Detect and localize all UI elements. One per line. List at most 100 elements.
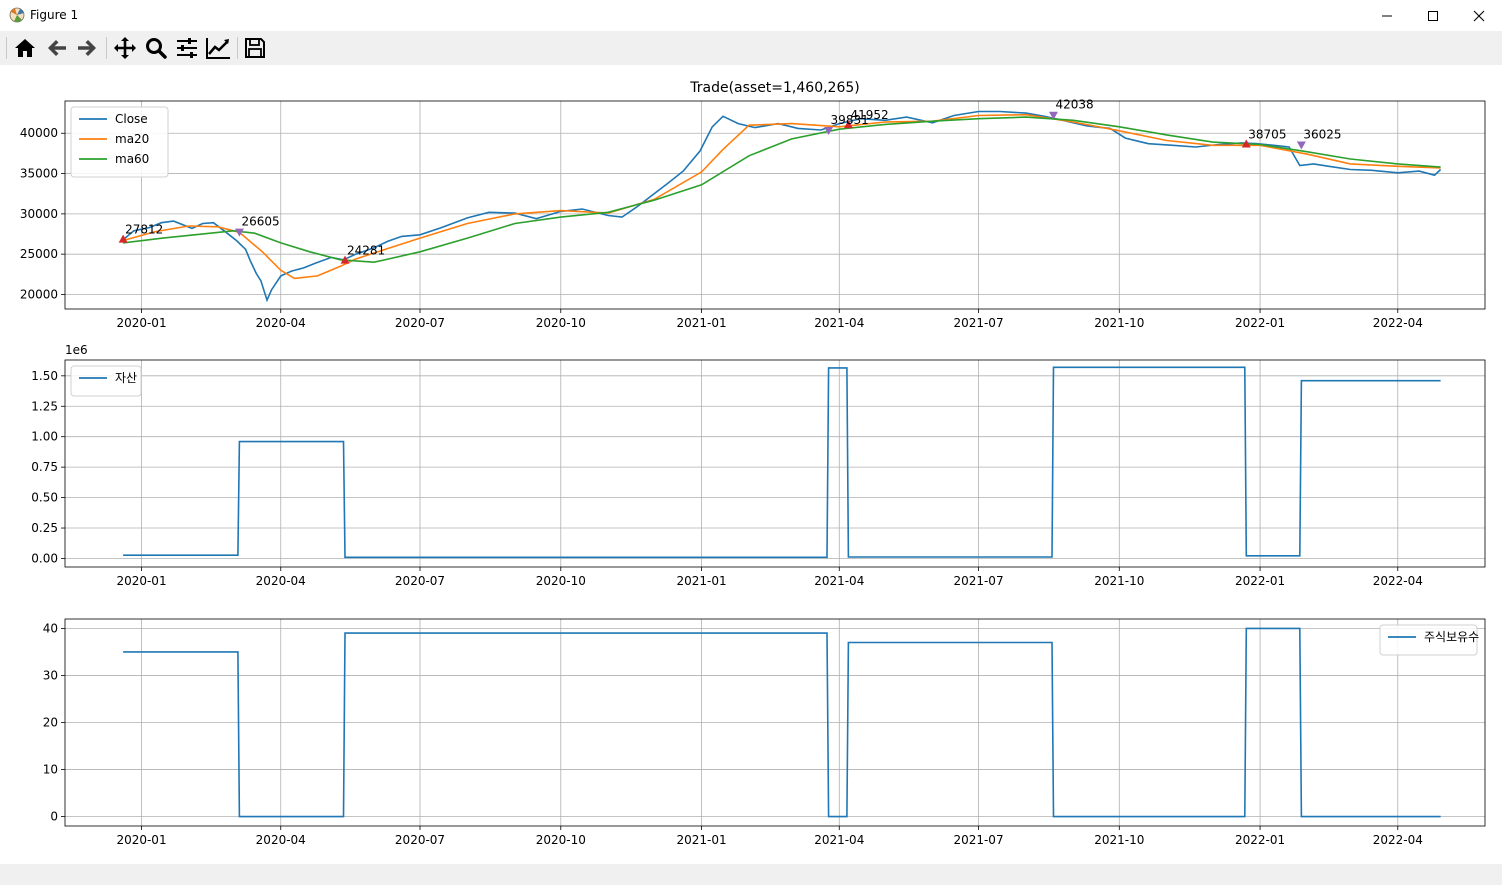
x-tick-label: 2021-07 xyxy=(953,833,1003,847)
maximize-icon xyxy=(1428,10,1438,21)
legend-label: 주식보유수 xyxy=(1424,630,1479,644)
back-icon xyxy=(48,40,66,56)
buy-marker xyxy=(118,234,128,243)
sell-marker xyxy=(824,127,834,136)
sell-marker xyxy=(1296,141,1306,150)
x-tick-label: 2021-10 xyxy=(1094,316,1144,330)
home-icon xyxy=(15,39,35,57)
chart-title: Trade(asset=1,460,265) xyxy=(689,80,860,96)
y-tick-label: 40 xyxy=(43,621,58,635)
configure-subplots-icon xyxy=(177,38,197,58)
axes-frame xyxy=(64,100,1486,310)
buy-marker xyxy=(340,255,350,264)
y-tick-label: 10 xyxy=(43,763,58,777)
y-tick-label: 40000 xyxy=(20,126,58,140)
series-line-Close xyxy=(122,110,1442,303)
y-tick-label: 0.00 xyxy=(31,551,58,565)
buy-marker-label: 38705 xyxy=(1248,128,1286,142)
home-button[interactable] xyxy=(11,34,39,62)
save-icon xyxy=(245,38,265,58)
x-tick-label: 2022-01 xyxy=(1235,574,1285,588)
legend-label: ma60 xyxy=(115,152,149,166)
y-tick-label: 35000 xyxy=(20,167,58,181)
series-line-주식보유수 xyxy=(123,627,1441,818)
sell-marker xyxy=(234,228,244,237)
series-line-ma60 xyxy=(123,116,1441,264)
x-tick-label: 2021-10 xyxy=(1094,833,1144,847)
x-tick-label: 2021-07 xyxy=(953,574,1003,588)
sell-marker-label: 36025 xyxy=(1303,128,1341,142)
y-tick-label: 1.25 xyxy=(31,399,58,413)
sell-marker-label: 42038 xyxy=(1055,98,1093,112)
x-tick-label: 2021-01 xyxy=(676,574,726,588)
series-line-자산 xyxy=(123,366,1441,559)
axis-scale-label: 1e6 xyxy=(65,343,88,357)
zoom-button[interactable] xyxy=(142,34,170,62)
sell-marker-label: 39831 xyxy=(831,113,869,127)
figure: 2020-01 2020-04 2020-07 2020-10 2021-01 2021-… xyxy=(20,80,1486,847)
minimize-icon xyxy=(1382,15,1392,16)
forward-button[interactable] xyxy=(73,34,101,62)
edit-axis-icon xyxy=(206,38,230,59)
x-tick-label: 2021-10 xyxy=(1094,574,1144,588)
toolbar-separator xyxy=(237,37,238,59)
window-titlebar: Figure 1 xyxy=(0,0,1502,31)
x-tick-label: 2020-07 xyxy=(395,316,445,330)
y-tick-label: 20000 xyxy=(20,287,58,301)
close-button[interactable] xyxy=(1456,0,1502,31)
forward-icon xyxy=(78,40,96,56)
y-tick-label: 1.00 xyxy=(31,430,58,444)
legend-label: Close xyxy=(115,112,148,126)
minimize-button[interactable] xyxy=(1364,0,1410,31)
legend-box xyxy=(1379,624,1478,656)
edit-axis-button[interactable] xyxy=(204,34,232,62)
pan-button[interactable] xyxy=(111,34,139,62)
y-tick-label: 20 xyxy=(43,716,58,730)
x-tick-label: 2020-04 xyxy=(256,833,306,847)
x-tick-label: 2021-04 xyxy=(814,833,864,847)
toolbar-grip xyxy=(6,37,7,59)
x-tick-label: 2021-04 xyxy=(814,316,864,330)
sell-marker xyxy=(1048,111,1058,120)
x-tick-label: 2021-01 xyxy=(676,833,726,847)
buy-marker-label: 27812 xyxy=(125,223,163,237)
figure-canvas[interactable]: 2020-01 2020-04 2020-07 2020-10 2021-01 2021-… xyxy=(0,65,1502,864)
window-title: Figure 1 xyxy=(30,8,79,22)
sell-marker-label: 26605 xyxy=(241,215,279,229)
maximize-button[interactable] xyxy=(1410,0,1456,31)
x-tick-label: 2020-01 xyxy=(116,833,166,847)
y-tick-label: 1.50 xyxy=(31,369,58,383)
x-tick-label: 2022-04 xyxy=(1373,316,1423,330)
close-icon xyxy=(1473,10,1485,21)
x-tick-label: 2022-04 xyxy=(1373,574,1423,588)
series-line-ma20 xyxy=(122,113,1441,280)
x-tick-label: 2020-07 xyxy=(395,833,445,847)
y-tick-label: 0.25 xyxy=(31,521,58,535)
y-tick-label: 30000 xyxy=(20,207,58,221)
legend-label: ma20 xyxy=(115,132,149,146)
x-tick-label: 2022-01 xyxy=(1235,316,1285,330)
configure-subplots-button[interactable] xyxy=(173,34,201,62)
x-tick-label: 2020-04 xyxy=(256,574,306,588)
x-tick-label: 2020-01 xyxy=(116,574,166,588)
x-tick-label: 2021-07 xyxy=(953,316,1003,330)
legend-label: 자산 xyxy=(115,371,137,385)
pan-icon xyxy=(114,37,136,59)
x-tick-label: 2022-04 xyxy=(1373,833,1423,847)
x-tick-label: 2020-01 xyxy=(116,316,166,330)
y-tick-label: 0.75 xyxy=(31,460,58,474)
status-bar xyxy=(0,864,1502,885)
x-tick-label: 2022-01 xyxy=(1235,833,1285,847)
buy-marker xyxy=(843,120,853,129)
buy-marker-label: 41952 xyxy=(850,108,888,122)
y-tick-label: 30 xyxy=(43,668,58,682)
legend-box xyxy=(70,365,142,397)
x-tick-label: 2020-10 xyxy=(536,316,586,330)
save-button[interactable] xyxy=(241,34,269,62)
y-tick-label: 0 xyxy=(50,810,58,824)
navigation-toolbar xyxy=(0,31,1502,65)
x-tick-label: 2020-10 xyxy=(536,574,586,588)
back-button[interactable] xyxy=(43,34,71,62)
matplotlib-app-icon xyxy=(9,7,25,23)
toolbar-separator xyxy=(106,37,107,59)
